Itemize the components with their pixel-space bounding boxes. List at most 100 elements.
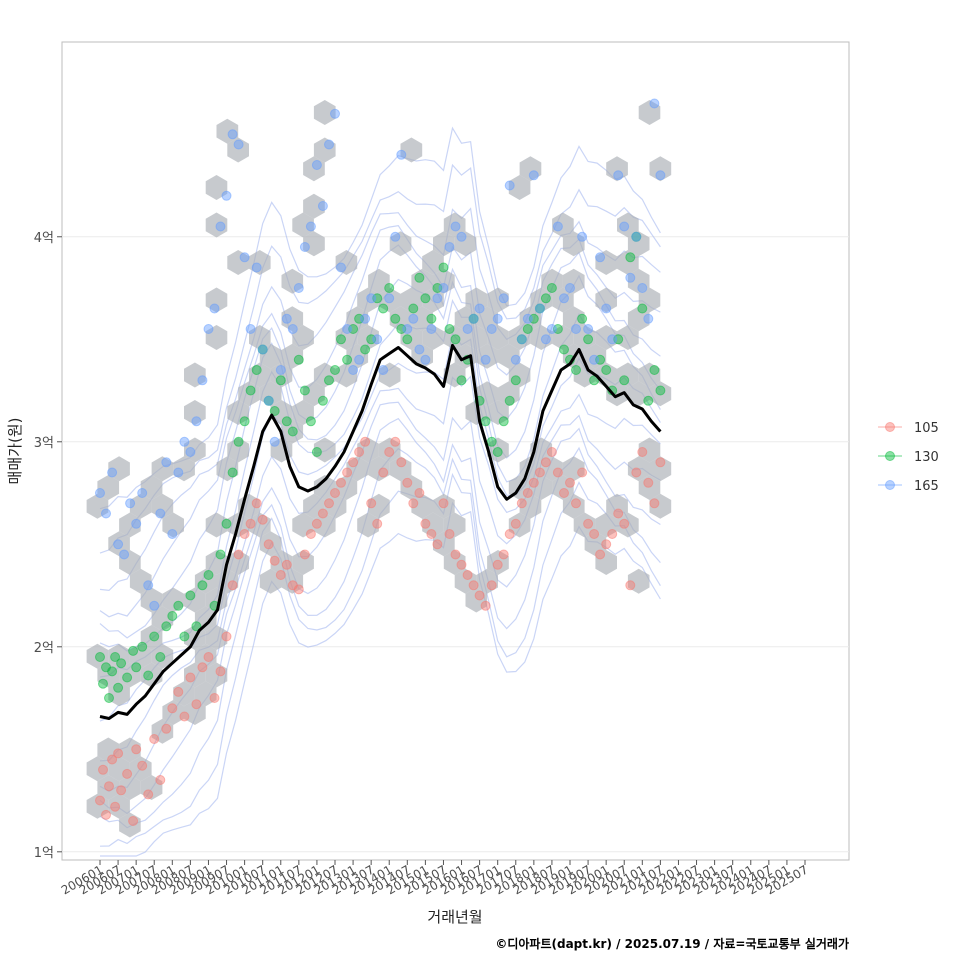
hexbin-cell	[249, 512, 271, 538]
hexbin-cell	[227, 550, 249, 575]
hexbin-cell	[227, 137, 249, 163]
scatter-point-105	[245, 518, 256, 529]
scatter-point-165	[402, 324, 413, 334]
scatter-point-105	[444, 529, 455, 539]
scatter-point-130	[287, 426, 298, 437]
hexbin-cell	[487, 325, 509, 350]
scatter-point-105	[607, 529, 618, 539]
hexbin-cell	[422, 250, 444, 275]
scatter-point-130	[522, 324, 533, 334]
hexbin-cell	[227, 250, 249, 275]
hexbin-cell	[97, 737, 120, 763]
scatter-point-165	[607, 334, 618, 345]
scatter-point-130	[311, 447, 322, 457]
scatter-point-130	[191, 621, 202, 632]
scatter-point-105	[510, 518, 521, 529]
scatter-point-130	[122, 672, 133, 683]
scatter-point-130	[167, 611, 178, 621]
density-contour	[99, 375, 661, 762]
hexbin-cell	[357, 437, 379, 463]
scatter-point-165	[643, 313, 654, 324]
scatter-point-105	[637, 447, 648, 457]
scatter-point-105	[384, 447, 395, 457]
scatter-point-105	[263, 539, 274, 550]
scatter-point-165	[360, 313, 371, 324]
scatter-point-165	[155, 508, 166, 519]
scatter-point-105	[528, 477, 539, 488]
scatter-point-105	[619, 518, 630, 529]
scatter-point-165	[438, 283, 449, 293]
scatter-point-105	[330, 488, 340, 498]
scatter-point-165	[107, 467, 118, 478]
scatter-point-105	[203, 652, 214, 662]
scatter-point-165	[540, 334, 551, 345]
scatter-point-165	[221, 190, 232, 201]
hexbin-cell	[259, 381, 282, 407]
legend-marker-165	[885, 480, 895, 490]
hexbin-cell	[216, 118, 239, 144]
scatter-point-105	[191, 699, 202, 710]
hexbin-cell	[281, 268, 304, 294]
scatter-point-165	[239, 252, 250, 263]
hexbin-cell	[259, 531, 282, 557]
legend-marker-130	[885, 451, 895, 461]
scatter-point-165	[251, 262, 262, 273]
hexbin-cell	[324, 493, 347, 519]
scatter-point-105	[269, 555, 280, 566]
scatter-point-130	[128, 645, 139, 656]
scatter-point-105	[492, 559, 503, 570]
scatter-point-165	[342, 324, 353, 334]
scatter-point-165	[215, 221, 226, 232]
hexbin-cell	[140, 775, 163, 800]
scatter-point-165	[565, 283, 575, 293]
scatter-point-105	[577, 467, 588, 478]
scatter-point-130	[390, 313, 401, 324]
scatter-point-130	[504, 395, 515, 406]
scatter-point-105	[474, 590, 485, 601]
scatter-point-165	[119, 549, 130, 560]
moving-average-line	[99, 343, 662, 720]
hexbin-cell	[638, 362, 661, 388]
scatter-point-105	[95, 795, 105, 806]
x-axis-title: 거래년월	[427, 908, 482, 926]
scatter-point-165	[480, 354, 491, 365]
hexbin-cell	[119, 812, 141, 838]
hexbin-cell	[433, 268, 455, 294]
hexbin-cell	[519, 156, 542, 182]
hexbin-cell	[638, 287, 661, 313]
hexbin-cell	[108, 756, 130, 782]
hexbin-cell	[454, 231, 477, 257]
scatter-point-165	[227, 129, 238, 140]
hexbin-cell	[162, 587, 184, 613]
scatter-point-130	[414, 272, 425, 283]
scatter-point-165	[131, 518, 142, 529]
scatter-point-165	[324, 139, 334, 150]
hexbin-cell	[162, 512, 184, 538]
scatter-point-165	[299, 242, 310, 252]
scatter-point-130	[336, 334, 346, 345]
hexbin-cell	[227, 437, 249, 463]
density-contour	[100, 501, 661, 857]
scatter-point-165	[474, 303, 485, 314]
scatter-point-130	[98, 678, 108, 689]
hexbin-cell	[205, 287, 228, 313]
hexbin-cell	[303, 193, 325, 219]
scatter-point-165	[281, 313, 292, 324]
legend: 105 130 165	[878, 421, 939, 494]
scatter-point-105	[655, 457, 666, 468]
scatter-point-165	[173, 467, 184, 478]
hexbin-cell	[335, 475, 358, 500]
scatter-point-105	[131, 744, 142, 755]
hexbin-cell	[281, 418, 304, 444]
hexbin-cell	[508, 175, 531, 200]
hexbin-cell	[151, 493, 174, 519]
hexbin-cell	[281, 306, 304, 332]
scatter-point-105	[595, 549, 606, 560]
scatter-point-105	[101, 809, 111, 820]
scatter-point-165	[492, 313, 503, 324]
scatter-point-105	[456, 559, 467, 570]
scatter-point-165	[450, 221, 461, 232]
scatter-point-105	[552, 467, 563, 478]
scatter-point-165	[293, 283, 304, 293]
scatter-point-130	[643, 395, 654, 406]
